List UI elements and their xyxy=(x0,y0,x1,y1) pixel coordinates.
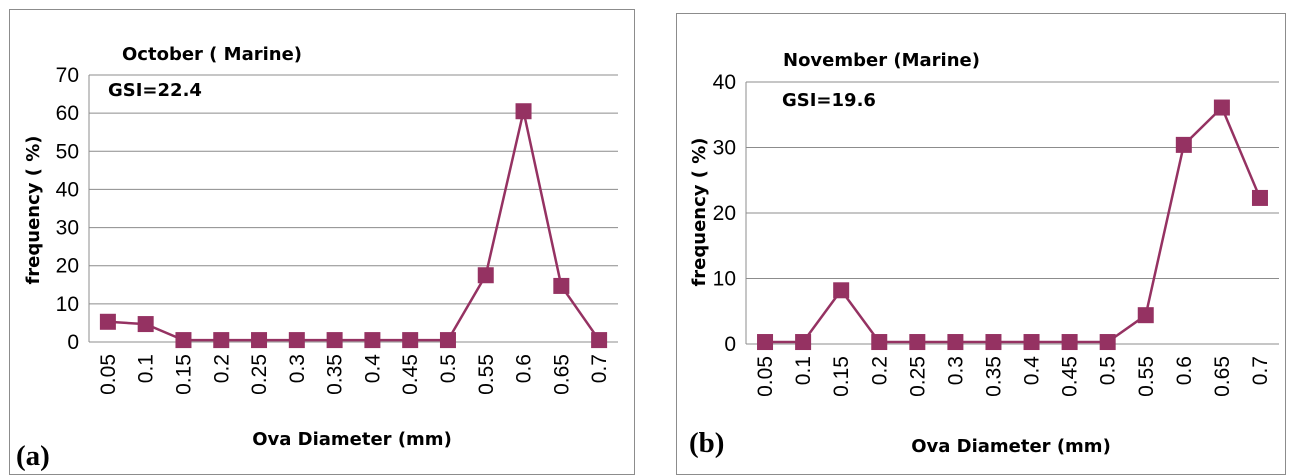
chart-b-data-point xyxy=(795,334,812,351)
chart-b-data-point xyxy=(1137,307,1154,324)
chart-b-data-point xyxy=(947,334,964,351)
chart-a-xtick-label: 0.35 xyxy=(324,354,347,395)
chart-b-xtick-label: 0.1 xyxy=(792,356,815,385)
chart-b-xtick-label: 0.6 xyxy=(1173,356,1196,385)
chart-a-xtick-label: 0.1 xyxy=(135,354,158,383)
chart-a-data-point xyxy=(99,313,116,330)
chart-b-data-point xyxy=(1023,334,1040,351)
chart-b-ytick-label: 20 xyxy=(713,202,736,225)
chart-a-xtick-label: 0.2 xyxy=(210,354,233,383)
chart-a-annotation: GSI=22.4 xyxy=(108,80,202,101)
chart-a-ytick-label: 20 xyxy=(56,255,79,278)
chart-a-data-point xyxy=(553,277,570,294)
chart-b-ylabel: frequency ( %) xyxy=(689,137,710,286)
chart-b-xtick-label: 0.4 xyxy=(1021,356,1044,386)
chart-b-xlabel: Ova Diameter (mm) xyxy=(911,436,1111,457)
chart-b-data-point xyxy=(1099,334,1116,351)
chart-a-xtick-label: 0.05 xyxy=(97,354,120,395)
chart-b-xtick-label: 0.55 xyxy=(1135,356,1158,397)
chart-b-data-point xyxy=(909,334,926,351)
chart-a-xtick-label: 0.15 xyxy=(172,354,195,395)
chart-b-data-point xyxy=(1175,136,1192,153)
chart-b-ytick-label: 30 xyxy=(713,137,736,160)
chart-b-data-point xyxy=(1251,189,1268,206)
chart-a-svg: October ( Marine) GSI=22.4 Ova Diameter … xyxy=(16,44,618,472)
chart-a-panel-letter: (a) xyxy=(16,440,50,472)
chart-b-panel-letter: (b) xyxy=(689,427,724,459)
chart-a-ytick-label: 30 xyxy=(56,217,79,240)
chart-a-data-point xyxy=(326,332,343,349)
chart-panel-a: October ( Marine) GSI=22.4 Ova Diameter … xyxy=(9,9,635,475)
chart-a-ytick-label: 50 xyxy=(56,140,79,163)
chart-a-ylabel: frequency ( %) xyxy=(23,135,44,284)
chart-b-data-point xyxy=(1061,334,1078,351)
chart-b-ytick-label: 40 xyxy=(713,71,736,94)
chart-a-data-point xyxy=(213,332,230,349)
chart-panel-b: November (Marine) GSI=19.6 Ova Diameter … xyxy=(676,13,1286,475)
chart-a-xtick-label: 0.65 xyxy=(550,354,573,395)
chart-b-title: November (Marine) xyxy=(783,50,980,71)
chart-b-ytick-label: 10 xyxy=(713,268,736,291)
chart-a-ytick-label: 0 xyxy=(67,331,79,354)
chart-a-ytick-label: 60 xyxy=(56,102,79,125)
chart-a-data-point xyxy=(364,332,381,349)
chart-a-data-point xyxy=(137,316,154,333)
chart-a-data-point xyxy=(591,332,608,349)
chart-a-xtick-label: 0.25 xyxy=(248,354,271,395)
chart-a-data-point xyxy=(402,332,419,349)
chart-b-data-point xyxy=(871,334,888,351)
chart-a-xtick-label: 0.7 xyxy=(588,354,611,383)
chart-a-xtick-label: 0.45 xyxy=(399,354,422,395)
chart-a-xtick-label: 0.3 xyxy=(286,354,309,383)
chart-a-data-point xyxy=(288,332,305,349)
chart-b-xtick-label: 0.3 xyxy=(944,356,967,385)
chart-a-data-point xyxy=(439,332,456,349)
chart-b-xtick-label: 0.05 xyxy=(754,356,777,397)
chart-b-annotation: GSI=19.6 xyxy=(782,90,876,111)
chart-b-gridlines xyxy=(746,81,1279,279)
chart-b-data-point xyxy=(985,334,1002,351)
chart-a-data-point xyxy=(175,332,192,349)
chart-b-xtick-label: 0.15 xyxy=(830,356,853,397)
chart-b-xtick-label: 0.35 xyxy=(982,356,1005,397)
chart-b-data-point xyxy=(757,334,774,351)
chart-a-xlabel: Ova Diameter (mm) xyxy=(252,429,452,450)
chart-b-xtick-label: 0.45 xyxy=(1059,356,1082,397)
chart-a-data-point xyxy=(251,332,268,349)
chart-b-xtick-label: 0.25 xyxy=(906,356,929,397)
chart-b-data-point xyxy=(833,282,850,299)
chart-b-xtick-label: 0.2 xyxy=(868,356,891,385)
chart-a-gridlines xyxy=(89,74,618,305)
chart-a-xtick-label: 0.4 xyxy=(361,354,384,384)
chart-b-xtick-label: 0.7 xyxy=(1249,356,1272,385)
chart-a-data-point xyxy=(515,103,532,120)
chart-b-xtick-label: 0.65 xyxy=(1211,356,1234,397)
chart-a-ytick-label: 40 xyxy=(56,178,79,201)
chart-a-xtick-label: 0.6 xyxy=(513,354,536,383)
chart-b-ytick-label: 0 xyxy=(724,333,736,356)
chart-a-data-point xyxy=(477,267,494,284)
chart-b-data-point xyxy=(1213,99,1230,116)
chart-a-title: October ( Marine) xyxy=(122,44,302,65)
chart-a-xtick-label: 0.5 xyxy=(437,354,460,383)
chart-b-svg: November (Marine) GSI=19.6 Ova Diameter … xyxy=(689,50,1279,459)
chart-a-series-line xyxy=(107,110,601,342)
chart-b-xtick-label: 0.5 xyxy=(1097,356,1120,385)
chart-a-ytick-label: 70 xyxy=(56,64,79,87)
chart-a-xtick-label: 0.55 xyxy=(475,354,498,395)
chart-a-ytick-label: 10 xyxy=(56,293,79,316)
chart-b-series-line xyxy=(765,105,1262,344)
